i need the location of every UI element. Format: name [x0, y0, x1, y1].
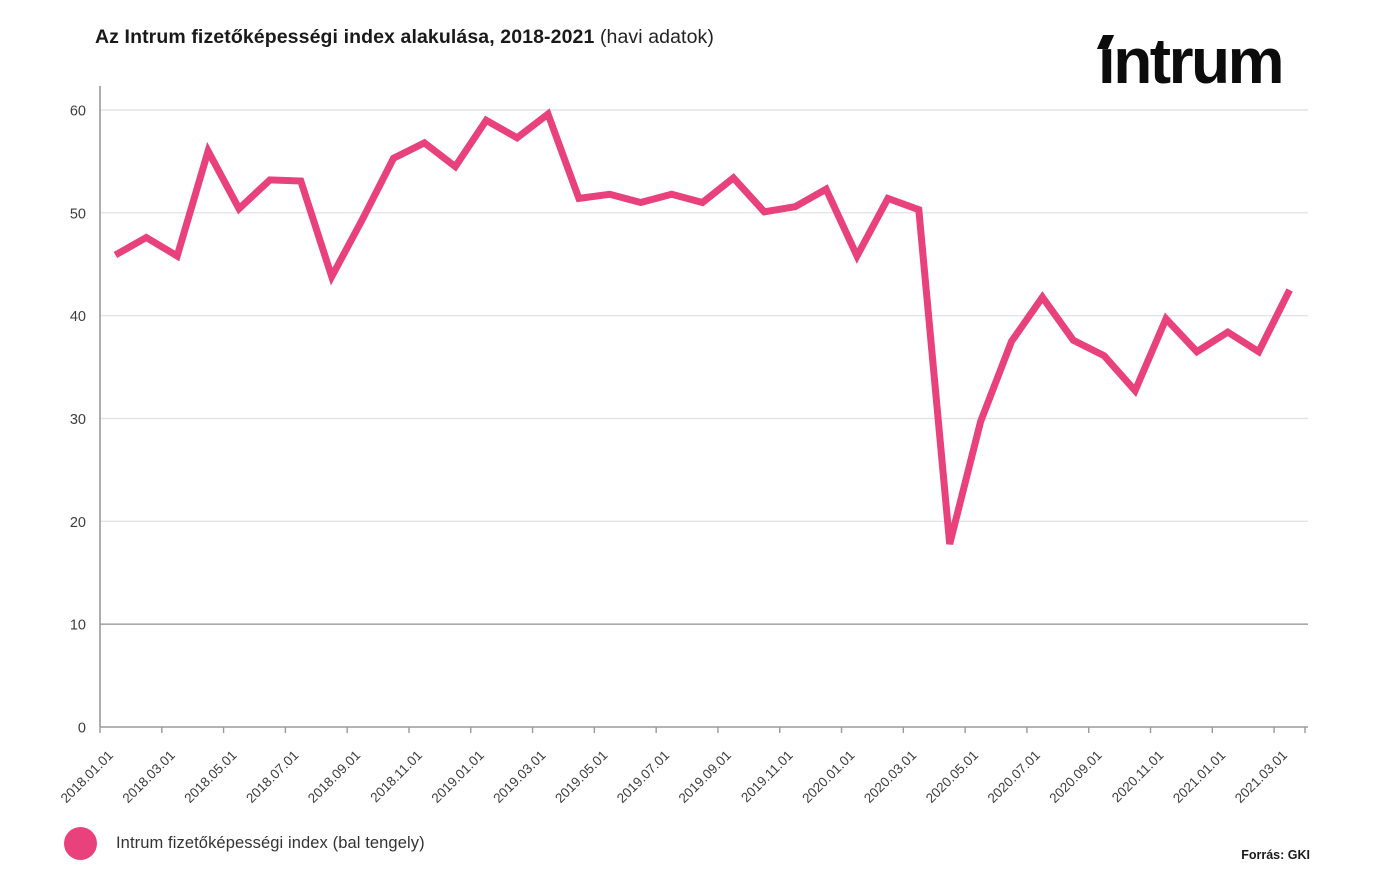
svg-text:2020.05.01: 2020.05.01: [923, 748, 981, 806]
svg-text:2019.11.01: 2019.11.01: [738, 748, 796, 806]
svg-text:2018.01.01: 2018.01.01: [58, 748, 116, 806]
intrum-logo-letter-i: ı: [1096, 25, 1116, 97]
chart-title-main: Az Intrum fizetőképességi index alakulás…: [95, 26, 595, 48]
intrum-logo: ı ntrum: [1096, 25, 1284, 97]
svg-text:2019.09.01: 2019.09.01: [676, 748, 734, 806]
svg-text:2018.09.01: 2018.09.01: [305, 748, 363, 806]
svg-text:2019.07.01: 2019.07.01: [614, 748, 672, 806]
svg-text:0: 0: [78, 721, 86, 737]
svg-text:2019.01.01: 2019.01.01: [429, 748, 487, 806]
chart-title-suffix: (havi adatok): [594, 26, 714, 48]
svg-text:2020.07.01: 2020.07.01: [985, 748, 1043, 806]
svg-text:10: 10: [70, 618, 86, 634]
svg-text:2021.01.01: 2021.01.01: [1170, 748, 1228, 806]
svg-text:2018.11.01: 2018.11.01: [367, 748, 425, 806]
svg-text:2020.11.01: 2020.11.01: [1109, 748, 1167, 806]
svg-text:2021.03.01: 2021.03.01: [1232, 748, 1290, 806]
chart-title: Az Intrum fizetőképességi index alakulás…: [95, 26, 714, 49]
source-note: Forrás: GKI: [1241, 848, 1310, 862]
svg-text:2018.03.01: 2018.03.01: [120, 748, 178, 806]
svg-text:2020.01.01: 2020.01.01: [799, 748, 857, 806]
svg-text:2018.07.01: 2018.07.01: [243, 748, 301, 806]
svg-text:2018.05.01: 2018.05.01: [181, 748, 239, 806]
svg-text:2019.05.01: 2019.05.01: [552, 748, 610, 806]
svg-text:2020.03.01: 2020.03.01: [861, 748, 919, 806]
svg-text:40: 40: [70, 309, 86, 325]
svg-text:2020.09.01: 2020.09.01: [1046, 748, 1104, 806]
svg-text:60: 60: [70, 104, 86, 120]
svg-text:20: 20: [70, 515, 86, 531]
svg-text:50: 50: [70, 206, 86, 222]
legend: Intrum fizetőképességi index (bal tengel…: [64, 827, 425, 860]
svg-text:30: 30: [70, 412, 86, 428]
svg-text:2019.03.01: 2019.03.01: [490, 748, 548, 806]
legend-label: Intrum fizetőképességi index (bal tengel…: [116, 834, 425, 852]
intrum-logo-rest: ntrum: [1113, 25, 1284, 97]
legend-marker-circle: [64, 827, 97, 860]
